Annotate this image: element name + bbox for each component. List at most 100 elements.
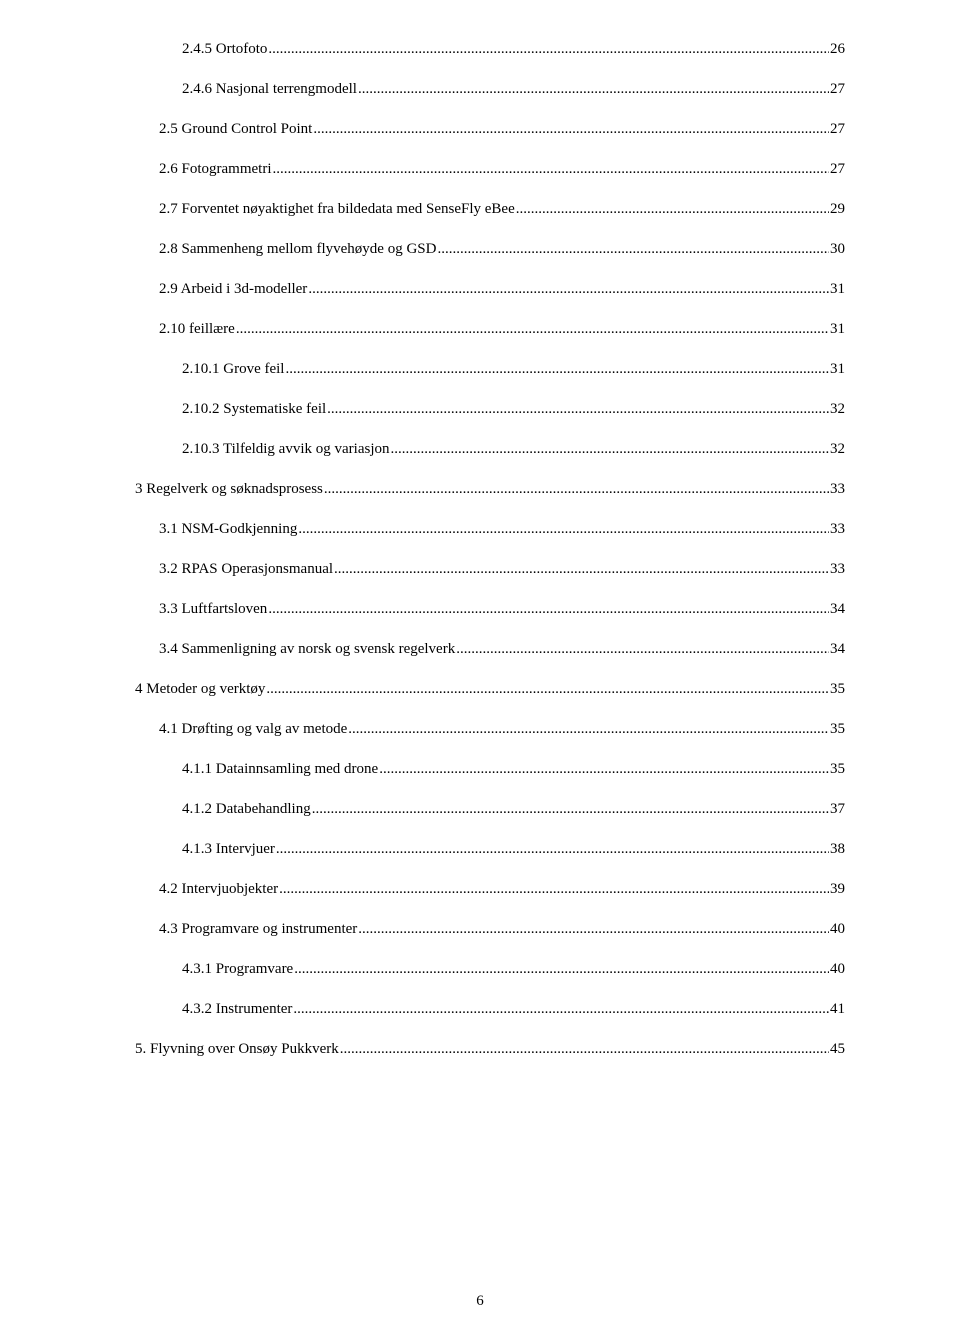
toc-page-number: 40: [830, 920, 845, 938]
toc-label: 3.1 NSM-Godkjenning: [159, 520, 297, 538]
toc-leader-dots: [308, 280, 829, 298]
document-page: 2.4.5 Ortofoto 26 2.4.6 Nasjonal terrengm…: [0, 0, 960, 1340]
toc-leader-dots: [340, 1040, 829, 1058]
toc-entry: 2.8 Sammenheng mellom flyvehøyde og GSD …: [159, 240, 845, 258]
toc-label: 2.10.3 Tilfeldig avvik og variasjon: [182, 440, 390, 458]
page-number: 6: [0, 1292, 960, 1310]
toc-page-number: 30: [830, 240, 845, 258]
toc-leader-dots: [298, 520, 829, 538]
toc-page-number: 27: [830, 80, 845, 98]
toc-entry: 3.4 Sammenligning av norsk og svensk reg…: [159, 640, 845, 658]
toc-leader-dots: [379, 760, 829, 778]
toc-leader-dots: [437, 240, 829, 258]
toc-page-number: 34: [830, 600, 845, 618]
toc-label: 3 Regelverk og søknadsprosess: [135, 480, 323, 498]
table-of-contents: 2.4.5 Ortofoto 26 2.4.6 Nasjonal terrengm…: [135, 40, 845, 1058]
toc-page-number: 29: [830, 200, 845, 218]
toc-label: 3.2 RPAS Operasjonsmanual: [159, 560, 333, 578]
toc-entry: 4.3 Programvare og instrumenter 40: [159, 920, 845, 938]
toc-label: 2.10 feillære: [159, 320, 235, 338]
toc-leader-dots: [279, 880, 829, 898]
toc-entry: 5. Flyvning over Onsøy Pukkverk 45: [135, 1040, 845, 1058]
toc-entry: 2.7 Forventet nøyaktighet fra bildedata …: [159, 200, 845, 218]
toc-entry: 2.9 Arbeid i 3d-modeller 31: [159, 280, 845, 298]
toc-leader-dots: [313, 120, 829, 138]
toc-entry: 2.6 Fotogrammetri 27: [159, 160, 845, 178]
toc-entry: 2.10.3 Tilfeldig avvik og variasjon 32: [182, 440, 845, 458]
toc-leader-dots: [391, 440, 830, 458]
toc-label: 2.6 Fotogrammetri: [159, 160, 272, 178]
toc-leader-dots: [236, 320, 829, 338]
toc-label: 2.10.1 Grove feil: [182, 360, 284, 378]
toc-leader-dots: [294, 960, 829, 978]
toc-label: 4.1.1 Datainnsamling med drone: [182, 760, 378, 778]
toc-leader-dots: [334, 560, 829, 578]
toc-leader-dots: [293, 1000, 829, 1018]
toc-entry: 4.3.2 Instrumenter 41: [182, 1000, 845, 1018]
toc-label: 3.3 Luftfartsloven: [159, 600, 267, 618]
toc-page-number: 35: [830, 760, 845, 778]
toc-entry: 4.2 Intervjuobjekter 39: [159, 880, 845, 898]
toc-page-number: 31: [830, 320, 845, 338]
toc-label: 2.4.6 Nasjonal terrengmodell: [182, 80, 357, 98]
toc-page-number: 33: [830, 480, 845, 498]
toc-entry: 4.3.1 Programvare 40: [182, 960, 845, 978]
toc-leader-dots: [268, 600, 829, 618]
toc-label: 4 Metoder og verktøy: [135, 680, 265, 698]
toc-entry: 4.1 Drøfting og valg av metode 35: [159, 720, 845, 738]
toc-entry: 2.4.5 Ortofoto 26: [182, 40, 845, 58]
toc-entry: 4 Metoder og verktøy 35: [135, 680, 845, 698]
toc-page-number: 27: [830, 120, 845, 138]
toc-entry: 2.10.2 Systematiske feil 32: [182, 400, 845, 418]
toc-page-number: 35: [830, 680, 845, 698]
toc-label: 2.10.2 Systematiske feil: [182, 400, 326, 418]
toc-label: 2.9 Arbeid i 3d-modeller: [159, 280, 307, 298]
toc-label: 5. Flyvning over Onsøy Pukkverk: [135, 1040, 339, 1058]
toc-label: 2.8 Sammenheng mellom flyvehøyde og GSD: [159, 240, 436, 258]
toc-page-number: 34: [830, 640, 845, 658]
toc-page-number: 27: [830, 160, 845, 178]
toc-leader-dots: [358, 920, 829, 938]
toc-label: 4.1.2 Databehandling: [182, 800, 311, 818]
toc-label: 2.7 Forventet nøyaktighet fra bildedata …: [159, 200, 515, 218]
toc-leader-dots: [358, 80, 829, 98]
toc-entry: 2.5 Ground Control Point 27: [159, 120, 845, 138]
toc-page-number: 26: [830, 40, 845, 58]
toc-page-number: 37: [830, 800, 845, 818]
toc-leader-dots: [348, 720, 829, 738]
toc-page-number: 33: [830, 560, 845, 578]
toc-page-number: 32: [830, 440, 845, 458]
toc-page-number: 35: [830, 720, 845, 738]
toc-entry: 4.1.1 Datainnsamling med drone 35: [182, 760, 845, 778]
toc-leader-dots: [273, 160, 830, 178]
toc-page-number: 38: [830, 840, 845, 858]
toc-page-number: 45: [830, 1040, 845, 1058]
toc-entry: 3 Regelverk og søknadsprosess 33: [135, 480, 845, 498]
toc-leader-dots: [327, 400, 829, 418]
toc-entry: 3.2 RPAS Operasjonsmanual 33: [159, 560, 845, 578]
toc-label: 4.3.2 Instrumenter: [182, 1000, 292, 1018]
toc-leader-dots: [324, 480, 829, 498]
toc-page-number: 32: [830, 400, 845, 418]
toc-entry: 2.4.6 Nasjonal terrengmodell 27: [182, 80, 845, 98]
toc-entry: 4.1.3 Intervjuer 38: [182, 840, 845, 858]
toc-entry: 3.1 NSM-Godkjenning 33: [159, 520, 845, 538]
toc-leader-dots: [266, 680, 829, 698]
toc-entry: 2.10.1 Grove feil 31: [182, 360, 845, 378]
toc-entry: 2.10 feillære 31: [159, 320, 845, 338]
toc-leader-dots: [268, 40, 829, 58]
toc-page-number: 31: [830, 280, 845, 298]
toc-leader-dots: [516, 200, 829, 218]
toc-label: 4.2 Intervjuobjekter: [159, 880, 278, 898]
toc-page-number: 41: [830, 1000, 845, 1018]
toc-label: 2.4.5 Ortofoto: [182, 40, 267, 58]
toc-label: 4.1.3 Intervjuer: [182, 840, 275, 858]
toc-page-number: 31: [830, 360, 845, 378]
toc-page-number: 39: [830, 880, 845, 898]
toc-page-number: 40: [830, 960, 845, 978]
toc-label: 3.4 Sammenligning av norsk og svensk reg…: [159, 640, 455, 658]
toc-entry: 4.1.2 Databehandling 37: [182, 800, 845, 818]
toc-entry: 3.3 Luftfartsloven 34: [159, 600, 845, 618]
toc-leader-dots: [276, 840, 829, 858]
toc-label: 4.3 Programvare og instrumenter: [159, 920, 357, 938]
